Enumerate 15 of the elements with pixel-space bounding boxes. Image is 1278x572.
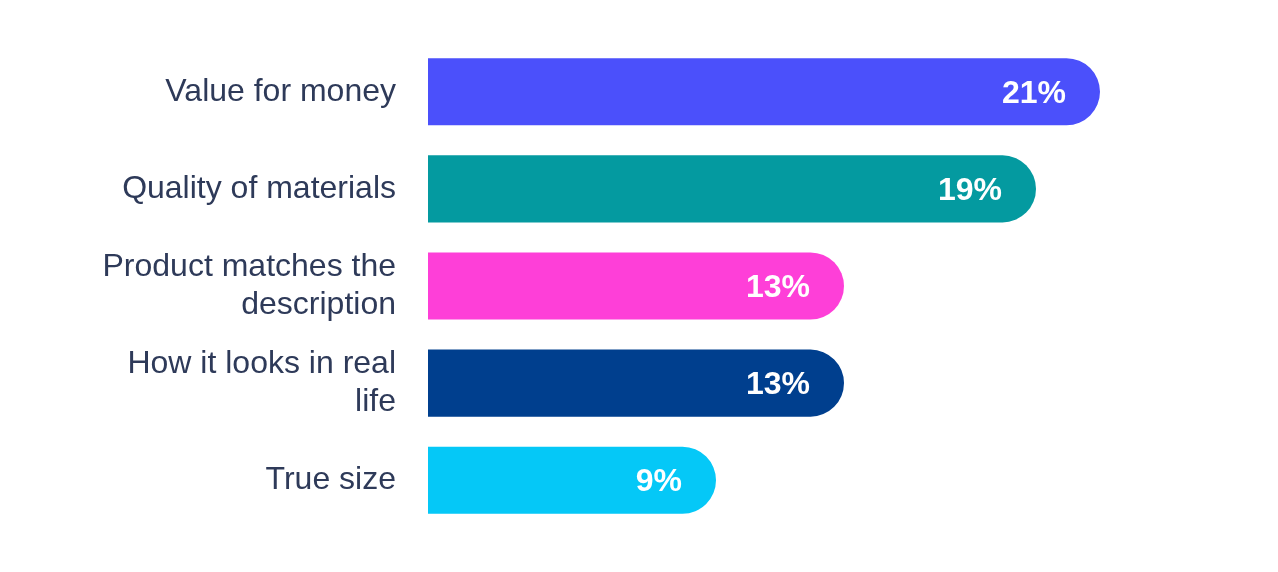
bar xyxy=(428,252,844,320)
bar xyxy=(428,58,1100,126)
data-label: 13% xyxy=(745,364,810,401)
y-tick-label: How it looks in real life xyxy=(127,343,396,419)
data-label: 19% xyxy=(937,170,1002,207)
y-tick-label: Quality of materials xyxy=(122,168,396,205)
y-tick-label: True size xyxy=(265,460,396,497)
data-label: 9% xyxy=(635,462,682,499)
bar xyxy=(428,349,844,417)
bar xyxy=(428,155,1036,223)
y-tick-label: Product matches the description xyxy=(102,246,396,322)
bar xyxy=(428,446,716,514)
data-label: 13% xyxy=(745,267,810,304)
data-label: 21% xyxy=(1001,73,1066,110)
y-tick-label: Value for money xyxy=(165,71,396,108)
